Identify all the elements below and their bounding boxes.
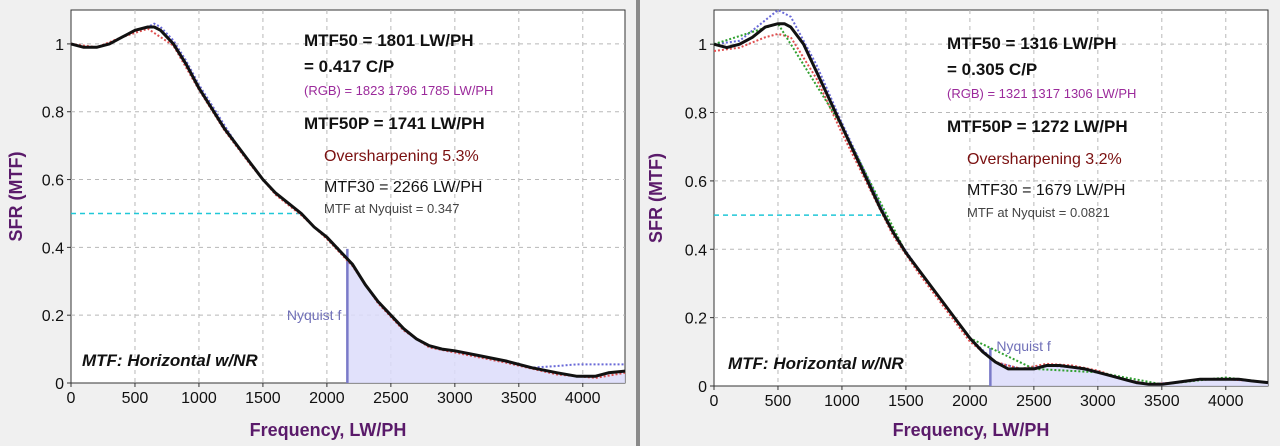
x-tick-label: 1500 — [245, 390, 281, 407]
chart-panel-2: Nyquist f 0 500 1000 1500 2000 2500 3000 3500 400… — [646, 9, 1269, 440]
y-tick-label: 0 — [698, 379, 707, 396]
mtf-at-nyquist-text: MTF at Nyquist = 0.347 — [324, 201, 459, 216]
plot-title: MTF: Horizontal w/NR — [728, 354, 904, 373]
x-tick-label: 0 — [710, 393, 719, 410]
mtf50p-text: MTF50P = 1741 LW/PH — [304, 114, 485, 133]
y-tick-label: 0.4 — [685, 242, 707, 259]
x-tick-label: 3000 — [1080, 393, 1116, 410]
chart-panel-1: Nyquist f 0 500 1000 1500 2000 2500 3000 3500 400… — [6, 9, 626, 440]
y-tick-label: 0.2 — [42, 308, 64, 325]
cycles-per-pixel-text: = 0.305 C/P — [947, 60, 1037, 79]
x-tick-label: 4000 — [565, 390, 601, 407]
x-tick-label: 3500 — [1144, 393, 1180, 410]
cycles-per-pixel-text: = 0.417 C/P — [304, 57, 394, 76]
rgb-mtf50-text: (RGB) = 1823 1796 1785 LW/PH — [304, 83, 493, 98]
mtf-at-nyquist-text: MTF at Nyquist = 0.0821 — [967, 205, 1110, 220]
y-axis-title: SFR (MTF) — [646, 153, 666, 243]
y-tick-label: 0.4 — [42, 240, 64, 257]
series-red-line — [713, 32, 1269, 386]
x-tick-label: 1500 — [888, 393, 924, 410]
nyquist-shaded-region — [347, 258, 625, 383]
panel-divider — [636, 0, 640, 446]
series-luminance-line — [70, 25, 626, 378]
x-tick-label: 500 — [122, 390, 149, 407]
mtf50-text: MTF50 = 1316 LW/PH — [947, 34, 1117, 53]
oversharpening-text: Oversharpening 5.3% — [324, 148, 479, 165]
series-luminance-line — [713, 22, 1269, 386]
y-tick-label: 1 — [55, 37, 64, 54]
y-axis-title: SFR (MTF) — [6, 152, 26, 242]
x-axis-title: Frequency, LW/PH — [250, 420, 407, 440]
x-tick-label: 3000 — [437, 390, 473, 407]
x-tick-label: 500 — [765, 393, 792, 410]
nyquist-shaded-region — [990, 357, 1268, 386]
y-tick-label: 0.6 — [685, 174, 707, 191]
x-axis-title: Frequency, LW/PH — [893, 420, 1050, 440]
nyquist-label: Nyquist f — [287, 307, 342, 323]
x-tick-label: 2000 — [952, 393, 988, 410]
x-tick-label: 4000 — [1208, 393, 1244, 410]
plot-area — [713, 9, 1269, 387]
mtf50-text: MTF50 = 1801 LW/PH — [304, 31, 474, 50]
plot-title: MTF: Horizontal w/NR — [82, 351, 258, 370]
x-tick-label: 3500 — [501, 390, 537, 407]
y-tick-label: 0.2 — [685, 311, 707, 328]
mtf50p-text: MTF50P = 1272 LW/PH — [947, 117, 1128, 136]
x-tick-label: 1000 — [824, 393, 860, 410]
x-tick-label: 2500 — [373, 390, 409, 407]
y-tick-label: 1 — [698, 37, 707, 54]
x-tick-label: 1000 — [181, 390, 217, 407]
x-tick-label: 0 — [67, 390, 76, 407]
rgb-mtf50-text: (RGB) = 1321 1317 1306 LW/PH — [947, 86, 1136, 101]
x-tick-label: 2500 — [1016, 393, 1052, 410]
series-red-line — [70, 27, 626, 379]
y-tick-label: 0.6 — [42, 173, 64, 190]
oversharpening-text: Oversharpening 3.2% — [967, 151, 1122, 168]
nyquist-label: Nyquist f — [996, 338, 1051, 354]
x-tick-label: 2000 — [309, 390, 345, 407]
mtf30-text: MTF30 = 2266 LW/PH — [324, 179, 482, 196]
mtf30-text: MTF30 = 1679 LW/PH — [967, 182, 1125, 199]
y-tick-label: 0 — [55, 376, 64, 393]
y-tick-label: 0.8 — [42, 105, 64, 122]
y-tick-label: 0.8 — [685, 106, 707, 123]
